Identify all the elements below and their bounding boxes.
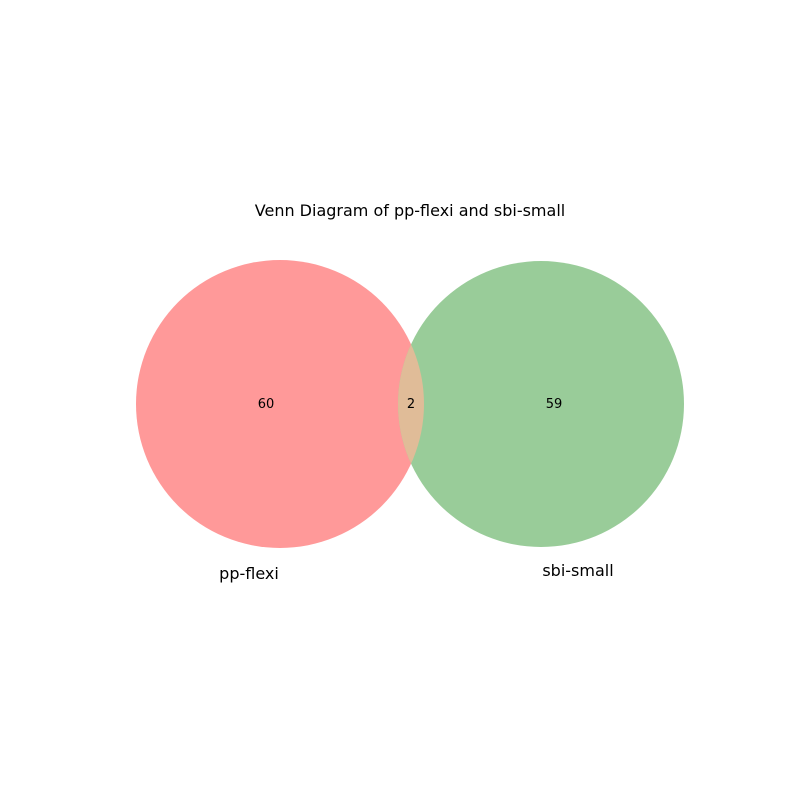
diagram-title: Venn Diagram of pp-flexi and sbi-small bbox=[255, 201, 565, 220]
count-intersection: 2 bbox=[407, 397, 415, 412]
set-circle-sbi-small bbox=[398, 261, 684, 547]
count-sbi-small-only: 59 bbox=[546, 397, 563, 412]
set-label-sbi-small: sbi-small bbox=[542, 561, 613, 580]
count-pp-flexi-only: 60 bbox=[258, 397, 275, 412]
set-circle-pp-flexi bbox=[136, 260, 424, 548]
set-label-pp-flexi: pp-flexi bbox=[219, 564, 279, 583]
